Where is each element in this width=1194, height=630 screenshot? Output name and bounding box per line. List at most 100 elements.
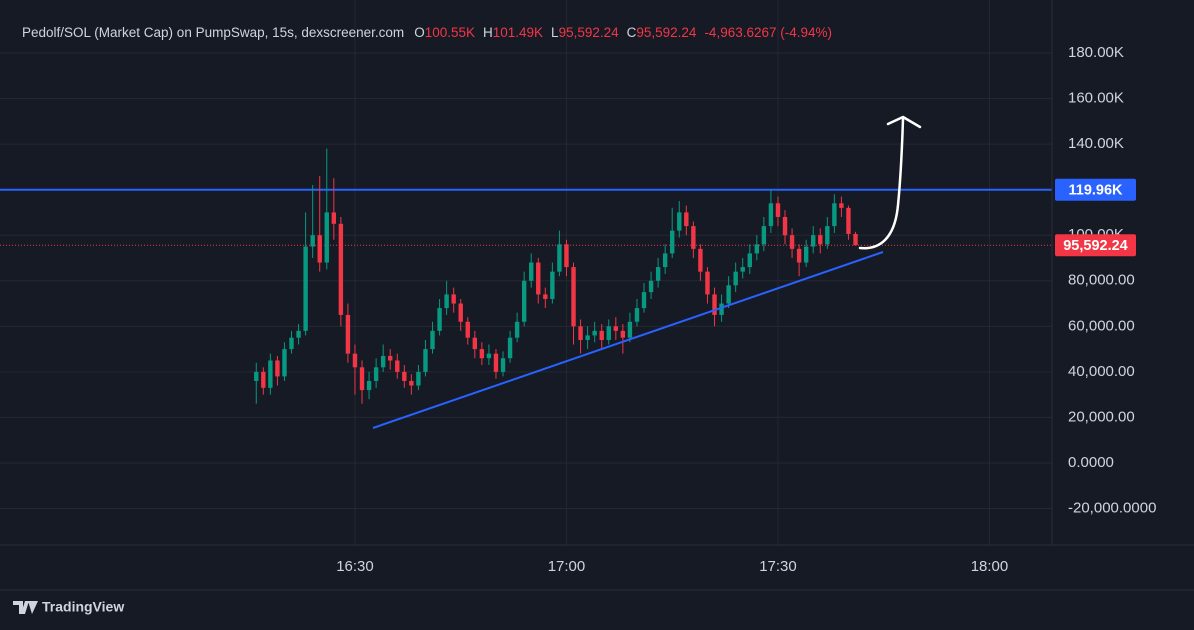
candle-body xyxy=(493,353,499,372)
candle-body xyxy=(423,349,428,372)
candle-body xyxy=(268,360,273,388)
chart-header: Pedolf/SOL (Market Cap) on PumpSwap, 15s… xyxy=(22,25,832,40)
candle-body xyxy=(627,321,633,338)
candle-body xyxy=(677,212,682,231)
candle-body xyxy=(599,330,604,340)
candle-body xyxy=(698,248,703,272)
candle-body xyxy=(613,326,619,331)
candle-body xyxy=(437,308,442,331)
candle-body xyxy=(486,353,492,359)
y-tick-label: 0.0000 xyxy=(1068,454,1114,471)
trend-line xyxy=(372,251,884,429)
candle-body xyxy=(479,349,485,359)
candle-body xyxy=(310,235,315,247)
candle-body xyxy=(451,294,456,304)
arrow-head xyxy=(886,115,922,129)
candles xyxy=(254,148,858,404)
y-tick-label: 80,000.00 xyxy=(1068,272,1135,289)
x-tick-label: 17:30 xyxy=(759,558,797,575)
candle-body xyxy=(472,337,478,350)
candle-body xyxy=(366,380,372,391)
candle-body xyxy=(338,223,344,315)
axes: 180.00K160.00K140.00K120.00K100.00K80,00… xyxy=(0,0,1194,591)
y-tick-label: 160.00K xyxy=(1068,89,1124,106)
candle-body xyxy=(557,244,562,272)
candle-body xyxy=(606,326,611,340)
candle-body xyxy=(324,212,329,263)
candle-body xyxy=(465,321,470,338)
candle-body xyxy=(662,253,668,268)
candle-body xyxy=(768,203,774,227)
candle-body xyxy=(296,330,301,338)
candle-body xyxy=(317,235,322,263)
candle-body xyxy=(578,326,583,340)
candle-body xyxy=(754,244,760,254)
candle-body xyxy=(395,360,400,372)
y-tick-label: 60,000.00 xyxy=(1068,317,1135,334)
candle-body xyxy=(402,371,407,381)
candle-body xyxy=(585,335,590,340)
candle-body xyxy=(571,267,576,327)
candle-body xyxy=(550,271,555,299)
candle-body xyxy=(359,367,365,391)
arrow xyxy=(858,117,905,250)
candle-body xyxy=(444,294,449,309)
candle-body xyxy=(521,280,527,322)
candle-body xyxy=(620,330,626,338)
y-tick-label: 180.00K xyxy=(1068,44,1124,61)
price-tag-label: 119.96K xyxy=(1068,183,1123,199)
x-tick-label: 18:00 xyxy=(971,558,1009,575)
candle-body xyxy=(543,294,548,299)
candle-body xyxy=(733,271,738,286)
candle-body xyxy=(289,337,294,350)
candle-body xyxy=(261,371,266,388)
change: -4,963.6267 (-4.94%) xyxy=(704,25,832,40)
candle-body xyxy=(839,203,844,208)
candle-body xyxy=(818,235,823,245)
candle-body xyxy=(275,360,280,377)
candle-body xyxy=(564,244,569,268)
candle-body xyxy=(719,303,724,315)
candle-body xyxy=(655,267,661,281)
candle-body xyxy=(740,267,745,272)
price-tag xyxy=(1055,178,1136,201)
ohlc-value: 100.55K xyxy=(425,25,475,40)
candle-body xyxy=(352,353,358,368)
y-tick-label: -20,000.0000 xyxy=(1068,500,1156,517)
brand-name: TradingView xyxy=(42,599,124,615)
price-tag-label: 95,592.24 xyxy=(1063,238,1128,254)
ohlc-value: 95,592.24 xyxy=(636,25,697,40)
candle-body xyxy=(634,308,640,322)
candle-body xyxy=(825,226,830,245)
ohlc-key: H xyxy=(483,25,493,40)
y-tick-label: 140.00K xyxy=(1068,135,1124,152)
candle-body xyxy=(670,230,675,254)
ohlc-key: L xyxy=(551,25,559,40)
candle-body xyxy=(507,337,513,359)
ohlc-value: 95,592.24 xyxy=(559,25,620,40)
x-tick-label: 17:00 xyxy=(548,558,586,575)
candle-body xyxy=(789,235,795,249)
candle-body xyxy=(684,212,689,227)
candle-body xyxy=(303,246,308,331)
candle-body xyxy=(691,226,696,249)
candle-body xyxy=(782,216,788,236)
candle-body xyxy=(796,248,802,263)
candle-body xyxy=(388,355,393,361)
candle-body xyxy=(846,207,851,234)
candle-body xyxy=(641,292,647,309)
candle-body xyxy=(592,330,597,336)
brand-logo xyxy=(13,601,38,614)
candle-body xyxy=(409,380,414,386)
y-tick-label: 40,000.00 xyxy=(1068,363,1135,380)
candle-body xyxy=(500,358,506,372)
candle-body xyxy=(373,367,379,381)
candle-body xyxy=(853,233,858,246)
candle-body xyxy=(726,285,731,304)
candle-body xyxy=(331,212,337,224)
ohlc-key: O xyxy=(414,25,425,40)
y-tick-label: 20,000.00 xyxy=(1068,408,1135,425)
x-tick-label: 16:30 xyxy=(336,558,374,575)
